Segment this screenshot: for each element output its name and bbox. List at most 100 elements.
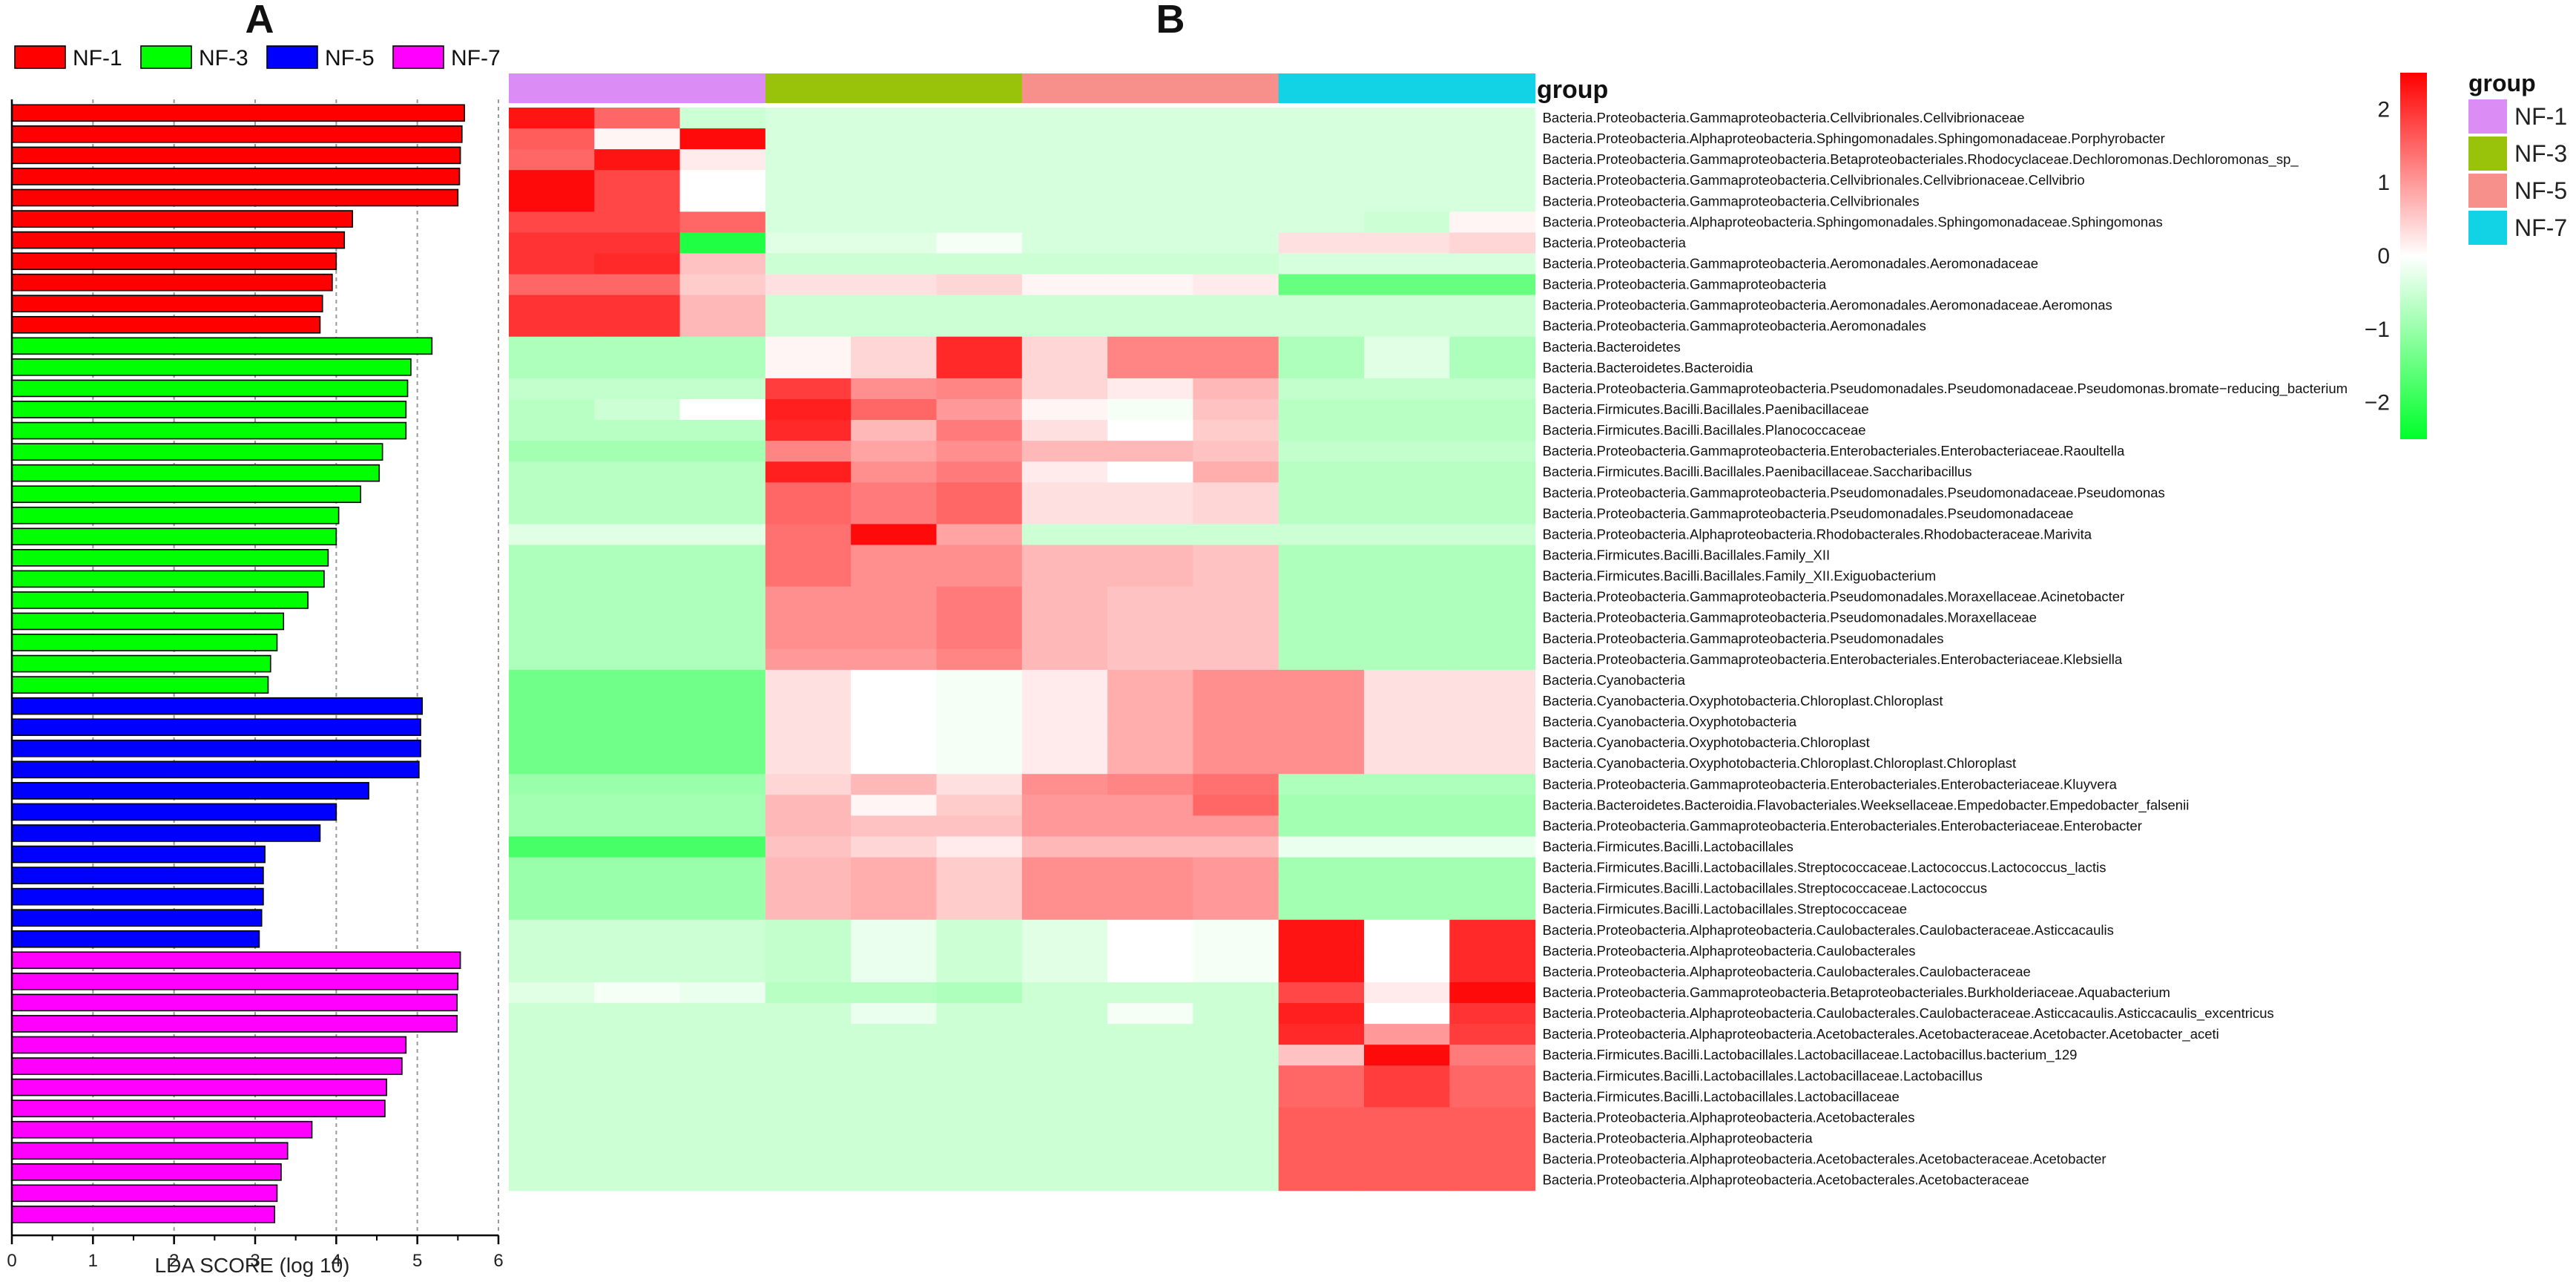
legend-label: NF-3	[199, 46, 248, 70]
heatmap-cell	[594, 274, 681, 296]
heatmap-cell	[1021, 982, 1108, 1004]
x-tick-label: 6	[493, 1251, 503, 1271]
heatmap-cell	[1364, 1148, 1450, 1171]
heatmap-cell	[765, 398, 851, 421]
heatmap-cell	[765, 753, 851, 775]
heatmap-cell	[1021, 441, 1108, 462]
taxon-label: Bacteria.Proteobacteria.Gammaproteobacte…	[1543, 193, 1920, 208]
taxon-label: Bacteria.Proteobacteria.Alphaproteobacte…	[1543, 1109, 1915, 1125]
heatmap-cell	[1449, 398, 1536, 421]
heatmap-cell	[1364, 398, 1450, 421]
heatmap-cell	[594, 586, 681, 608]
lda-bar	[11, 252, 337, 270]
heatmap-cell	[1107, 336, 1193, 358]
heatmap-cell	[1449, 815, 1536, 838]
heatmap-cell	[1193, 898, 1279, 921]
heatmap-cell	[851, 940, 938, 962]
heatmap-cell	[765, 836, 851, 858]
heatmap-cell	[1193, 982, 1279, 1004]
heatmap-cell	[509, 336, 595, 358]
heatmap-cell	[1193, 711, 1279, 733]
group-legend-label: NF-1	[2514, 103, 2567, 130]
heatmap-cell	[1021, 711, 1108, 733]
heatmap-cell	[509, 295, 595, 317]
heatmap-cell	[1193, 170, 1279, 191]
heatmap-cell	[1278, 982, 1365, 1004]
heatmap-cell	[679, 795, 766, 816]
heatmap-cell	[509, 690, 595, 712]
heatmap-cell	[1107, 753, 1193, 775]
heatmap-cell	[1021, 232, 1108, 254]
taxon-label: Bacteria.Proteobacteria.Alphaproteobacte…	[1543, 1026, 2219, 1042]
heatmap-cell	[1107, 357, 1193, 379]
taxon-label: Bacteria.Proteobacteria.Gammaproteobacte…	[1543, 484, 2165, 500]
heatmap-cell	[509, 1107, 595, 1129]
heatmap-cell	[509, 1148, 595, 1171]
heatmap-cell	[1278, 669, 1365, 691]
heatmap-cell	[1107, 1107, 1193, 1129]
taxon-label: Bacteria.Proteobacteria.Gammaproteobacte…	[1543, 298, 2112, 313]
heatmap-cell	[594, 836, 681, 858]
heatmap-cell	[1021, 482, 1108, 504]
heatmap-cell	[1193, 274, 1279, 296]
heatmap-cell	[1278, 1024, 1365, 1045]
heatmap-cell	[1193, 545, 1279, 567]
heatmap-cell	[594, 1065, 681, 1087]
heatmap-cell	[1449, 295, 1536, 317]
group-annotation-cell	[679, 73, 766, 103]
heatmap-cell	[1021, 565, 1108, 588]
heatmap-cell	[679, 1128, 766, 1150]
heatmap-cell	[1364, 191, 1450, 212]
legend-swatch	[266, 45, 318, 69]
heatmap-cell	[1449, 940, 1536, 962]
taxon-label: Bacteria.Proteobacteria.Alphaproteobacte…	[1543, 131, 2165, 146]
heatmap-cell	[679, 1169, 766, 1191]
heatmap-cell	[1107, 128, 1193, 150]
heatmap-cell	[679, 732, 766, 754]
heatmap-cell	[509, 545, 595, 567]
heatmap-cell	[594, 398, 681, 421]
lda-bar	[11, 125, 463, 143]
lda-bar	[11, 527, 337, 546]
taxon-label: Bacteria.Firmicutes.Bacilli.Lactobacilla…	[1543, 1047, 2078, 1063]
heatmap-cell	[509, 586, 595, 608]
group-annotation-cell	[1193, 73, 1279, 103]
heatmap-cell	[936, 690, 1023, 712]
heatmap-cell	[1021, 336, 1108, 358]
heatmap-cell	[1193, 1128, 1279, 1150]
heatmap-cell	[1449, 919, 1536, 941]
lda-bar	[11, 951, 461, 970]
taxon-label: Bacteria.Proteobacteria.Gammaproteobacte…	[1543, 818, 2142, 833]
heatmap-cell	[679, 378, 766, 400]
x-tick-label: 2	[169, 1251, 179, 1271]
lda-bar	[11, 887, 264, 906]
lda-bar	[11, 273, 333, 292]
taxon-label: Bacteria.Proteobacteria.Gammaproteobacte…	[1543, 151, 2299, 168]
heatmap-cell	[1364, 628, 1450, 650]
lda-bar	[11, 782, 369, 800]
heatmap-cell	[594, 232, 681, 254]
heatmap-cell	[936, 795, 1023, 816]
taxon-label: Bacteria.Proteobacteria.Gammaproteobacte…	[1543, 984, 2170, 1000]
heatmap-cell	[936, 669, 1023, 691]
heatmap-cell	[936, 836, 1023, 858]
heatmap-cell	[679, 878, 766, 900]
heatmap-cell	[1107, 711, 1193, 733]
heatmap-cell	[765, 232, 851, 254]
heatmap-cell	[1364, 836, 1450, 858]
heatmap-cell	[1021, 732, 1108, 754]
heatmap-cell	[936, 398, 1023, 421]
lda-bar	[11, 739, 421, 757]
heatmap-cell	[851, 711, 938, 733]
lda-bar	[11, 676, 269, 694]
heatmap-cell	[1193, 1086, 1279, 1108]
taxon-label: Bacteria.Firmicutes.Bacilli.Lactobacilla…	[1543, 838, 1793, 854]
heatmap-cell	[679, 753, 766, 775]
heatmap-cell	[509, 1065, 595, 1087]
heatmap-cell	[936, 1169, 1023, 1191]
heatmap-cell	[509, 774, 595, 795]
heatmap-cell	[1021, 857, 1108, 879]
heatmap-cell	[1107, 482, 1193, 504]
heatmap-cell	[509, 795, 595, 816]
heatmap-cell	[1449, 836, 1536, 858]
